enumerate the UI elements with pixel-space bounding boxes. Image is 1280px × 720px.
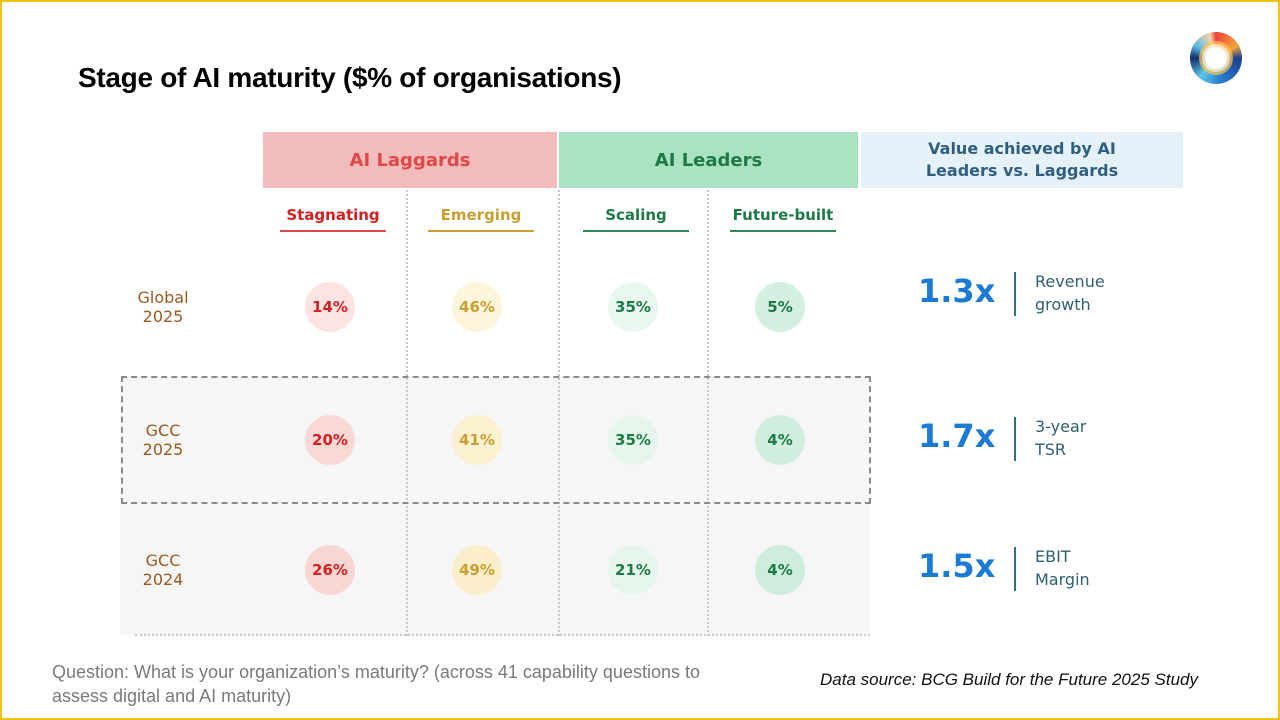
- value-circle: 21%: [608, 545, 658, 595]
- divider: [1014, 272, 1016, 316]
- value-metric-label: EBIT Margin: [1035, 547, 1090, 589]
- divider: [1014, 547, 1016, 591]
- value-circle: 35%: [608, 282, 658, 332]
- divider: [406, 190, 408, 636]
- value-metric-label: Revenue growth: [1035, 272, 1105, 314]
- stage-scaling: Scaling: [583, 206, 689, 232]
- value-circle: 4%: [755, 545, 805, 595]
- stage-future-built: Future-built: [730, 206, 836, 232]
- divider: [707, 190, 709, 636]
- stage-stagnating: Stagnating: [280, 206, 386, 232]
- data-source: Data source: BCG Build for the Future 20…: [820, 670, 1198, 689]
- logo-icon: [1190, 32, 1242, 84]
- value-circle: 41%: [452, 415, 502, 465]
- row-label: GCC 2025: [142, 421, 184, 459]
- slide-title: Stage of AI maturity ($% of organisation…: [78, 62, 622, 93]
- value-circle: 49%: [452, 545, 502, 595]
- question-note: Question: What is your organization’s ma…: [52, 662, 700, 706]
- gcc-background: [120, 377, 870, 635]
- stage-emerging: Emerging: [428, 206, 534, 232]
- header-ai-leaders: AI Leaders: [559, 132, 858, 188]
- header-value-achieved: Value achieved by AI Leaders vs. Laggard…: [861, 132, 1183, 188]
- row-label: Global 2025: [137, 288, 189, 326]
- value-circle: 4%: [755, 415, 805, 465]
- value-circle: 26%: [305, 545, 355, 595]
- value-circle: 35%: [608, 415, 658, 465]
- value-circle: 5%: [755, 282, 805, 332]
- gcc-2025-highlight-box: [121, 376, 871, 504]
- divider: [135, 634, 870, 636]
- value-circle: 46%: [452, 282, 502, 332]
- divider: [558, 190, 560, 636]
- value-circle: 20%: [305, 415, 355, 465]
- header-ai-laggards: AI Laggards: [263, 132, 557, 188]
- divider: [1014, 417, 1016, 461]
- row-label: GCC 2024: [142, 551, 184, 589]
- value-multiplier: 1.7x: [918, 417, 996, 455]
- value-circle: 14%: [305, 282, 355, 332]
- value-metric-label: 3-year TSR: [1035, 417, 1087, 459]
- value-multiplier: 1.3x: [918, 272, 996, 310]
- value-multiplier: 1.5x: [918, 547, 996, 585]
